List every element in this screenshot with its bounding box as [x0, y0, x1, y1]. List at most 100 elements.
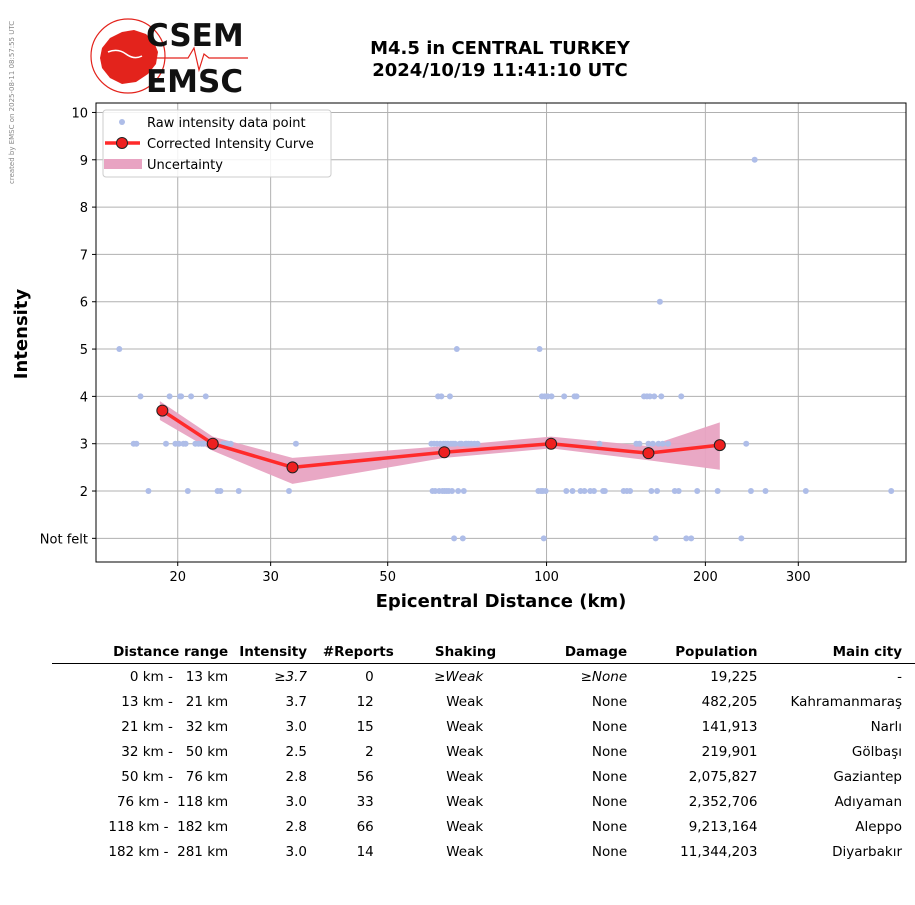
y-tick-label: 9	[80, 154, 88, 169]
raw-data-point	[188, 393, 195, 400]
raw-data-point	[694, 488, 701, 495]
raw-data-point	[200, 440, 207, 447]
main-city-cell: Diyarbakır	[832, 843, 902, 860]
raw-data-point	[285, 488, 292, 495]
intensity-cell: 2.8	[285, 818, 307, 835]
raw-data-point	[184, 488, 191, 495]
damage-cell: None	[591, 718, 628, 735]
col-intensity: Intensity	[228, 640, 307, 664]
reports-cell: 2	[365, 743, 374, 760]
main-city-cell: Gölbaşı	[851, 743, 902, 760]
curve-point	[642, 447, 655, 460]
legend: Raw intensity data point Corrected Inten…	[102, 109, 332, 178]
raw-data-point	[747, 488, 754, 495]
raw-data-point	[675, 488, 682, 495]
raw-data-point	[762, 488, 769, 495]
distance-range-cell: 118 km - 182 km	[108, 818, 229, 835]
col-population: Population	[627, 640, 758, 664]
y-axis-label: Intensity	[11, 289, 32, 380]
raw-data-point	[802, 488, 809, 495]
raw-data-point	[627, 488, 634, 495]
legend-raw-marker	[119, 119, 125, 125]
curve-point	[286, 461, 299, 474]
x-tick-label: 50	[379, 570, 396, 585]
shaking-cell: Weak	[446, 768, 484, 785]
raw-data-point	[540, 535, 547, 542]
main-city-cell: Aleppo	[855, 818, 902, 835]
raw-data-point	[133, 440, 140, 447]
raw-data-point	[590, 488, 597, 495]
uncertainty-band	[159, 401, 720, 484]
x-tick-label: 200	[693, 570, 718, 585]
raw-data-point	[665, 440, 672, 447]
intensity-cell: 2.5	[285, 743, 307, 760]
raw-data-point	[182, 440, 189, 447]
reports-cell: 33	[356, 793, 374, 810]
raw-data-point	[658, 393, 665, 400]
reports-cell: 66	[356, 818, 374, 835]
col-main-city: Main city	[757, 640, 915, 664]
table-row: 32 km - 50 km 2.5 2 Weak None 219,901 Gölbaşı	[52, 739, 915, 764]
x-tick-label: 300	[786, 570, 811, 585]
shaking-cell: ≥Weak	[434, 668, 484, 685]
logo-europe-map-icon	[100, 30, 158, 84]
distance-range-cell: 50 km - 76 km	[121, 768, 229, 785]
table-row: 76 km - 118 km 3.0 33 Weak None 2,352,706 Adıy…	[52, 789, 915, 814]
y-tick-label: 10	[71, 106, 88, 121]
population-cell: 2,352,706	[688, 793, 758, 810]
distance-range-cell: 32 km - 50 km	[121, 743, 229, 760]
raw-data-point	[649, 440, 656, 447]
y-tick-label: 5	[80, 343, 88, 358]
raw-data-point	[751, 156, 758, 163]
population-cell: 2,075,827	[688, 768, 758, 785]
y-tick-label: 7	[80, 248, 88, 263]
legend-band-label: Uncertainty	[147, 158, 223, 173]
raw-points	[116, 156, 895, 542]
intensity-table: Distance range Intensity #Reports Shakin…	[52, 640, 915, 864]
col-distance-range: Distance range	[52, 640, 229, 664]
main-city-cell: -	[897, 668, 902, 685]
raw-data-point	[175, 440, 182, 447]
table-row: 182 km - 281 km 3.0 14 Weak None 11,344,203 Di…	[52, 839, 915, 864]
table-row: 21 km - 32 km 3.0 15 Weak None 141,913 Narlı	[52, 714, 915, 739]
title-event: M4.5 in CENTRAL TURKEY	[370, 38, 630, 59]
raw-data-point	[678, 393, 685, 400]
table-row: 50 km - 76 km 2.8 56 Weak None 2,075,827 Gazia…	[52, 764, 915, 789]
chart-title: M4.5 in CENTRAL TURKEY 2024/10/19 11:41:…	[330, 38, 670, 82]
x-axis-label: Epicentral Distance (km)	[376, 591, 627, 612]
raw-data-point	[561, 393, 568, 400]
raw-data-point	[659, 440, 666, 447]
logo-csem-text: CSEM	[146, 18, 244, 54]
raw-data-point	[656, 298, 663, 305]
reports-cell: 0	[365, 668, 374, 685]
raw-data-point	[596, 440, 603, 447]
y-tick-label: 3	[80, 438, 88, 453]
distance-range-cell: 182 km - 281 km	[108, 843, 229, 860]
damage-cell: None	[591, 818, 628, 835]
table-body: 0 km - 13 km ≥3.7 0 ≥Weak ≥None 19,225 - 13 km …	[52, 664, 915, 865]
y-tick-label: 6	[80, 296, 88, 311]
curve-point	[206, 437, 219, 450]
x-axis-ticks: 20 30 50 100 200 300	[169, 562, 811, 585]
population-cell: 19,225	[710, 668, 758, 685]
population-cell: 141,913	[701, 718, 758, 735]
raw-data-point	[235, 488, 242, 495]
curve-point	[713, 439, 726, 452]
csem-emsc-logo: CSEM EMSC	[90, 18, 248, 98]
distance-range-cell: 76 km - 118 km	[116, 793, 229, 810]
raw-data-point	[888, 488, 895, 495]
raw-data-point	[455, 488, 462, 495]
raw-data-point	[227, 440, 234, 447]
raw-data-point	[202, 393, 209, 400]
legend-band-swatch	[104, 159, 142, 169]
intensity-cell: 3.0	[285, 843, 307, 860]
raw-data-point	[166, 393, 173, 400]
raw-data-point	[652, 535, 659, 542]
col-shaking: Shaking	[393, 640, 497, 664]
raw-data-point	[738, 535, 745, 542]
population-cell: 482,205	[701, 693, 758, 710]
reports-cell: 14	[356, 843, 374, 860]
main-city-cell: Kahramanmaraş	[790, 693, 902, 710]
distance-range-cell: 0 km - 13 km	[129, 668, 229, 685]
table-header-row: Distance range Intensity #Reports Shakin…	[52, 640, 915, 664]
